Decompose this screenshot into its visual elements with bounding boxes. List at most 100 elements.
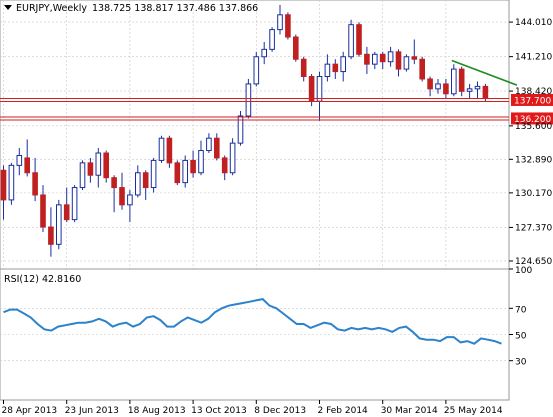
- candle-bear: [419, 58, 425, 80]
- candle-bull: [158, 137, 165, 161]
- candle-bull: [16, 154, 23, 166]
- candle-bear: [332, 63, 339, 73]
- candle-bull: [403, 56, 410, 70]
- price-y-axis: 124.650 127.370 130.170 132.890 135.600 138.4…: [509, 18, 552, 267]
- candle-bear: [458, 68, 465, 92]
- rsi-series-line: [3, 298, 502, 345]
- time-tick-label: 13 Oct 2013: [191, 406, 247, 416]
- candle-bull: [245, 83, 252, 117]
- candle-bear: [174, 162, 181, 184]
- candle-bull: [127, 194, 133, 206]
- candle-bull: [348, 24, 354, 58]
- price-candles: [0, 4, 489, 257]
- time-tick-label: 28 Apr 2013: [2, 406, 58, 416]
- candle-bull: [269, 29, 275, 50]
- candle-bull: [150, 159, 157, 189]
- rsi-tick-label: 70: [515, 305, 527, 315]
- candle-bull: [95, 152, 102, 176]
- candle-bear: [48, 226, 54, 245]
- candle-bear: [111, 177, 117, 189]
- candle-bull: [56, 204, 62, 245]
- ohlc-values: 138.725 138.817 137.486 137.866: [92, 3, 258, 14]
- level-price-label: 137.700: [514, 96, 551, 106]
- candle-bull: [387, 51, 394, 63]
- price-tick-label: 124.650: [515, 257, 552, 267]
- level-price-box: [511, 93, 553, 106]
- candle-bear: [379, 53, 386, 63]
- candle-bear: [308, 76, 315, 102]
- candle-bear: [427, 78, 433, 90]
- candle-bear: [166, 137, 173, 164]
- rsi-line-group: [3, 298, 502, 345]
- rsi-grid: [0, 307, 509, 362]
- candle-bull: [237, 115, 244, 144]
- resistance-trendline: [451, 59, 518, 86]
- time-axis: 28 Apr 2013 23 Jun 2013 18 Aug 2013 13 Oct …: [2, 400, 503, 416]
- rsi-tick-label: 30: [515, 358, 527, 368]
- candle-bull: [206, 137, 212, 152]
- candle-bear: [190, 159, 196, 174]
- rsi-y-axis: 30 50 70 100: [509, 266, 532, 368]
- symbol-title: EURJPY,Weekly: [16, 3, 87, 14]
- candle-bull: [324, 63, 331, 78]
- level-price-box: [511, 112, 553, 125]
- price-tick-label: 141.210: [515, 53, 552, 63]
- candle-bull: [474, 85, 481, 90]
- candle-bull: [135, 172, 141, 196]
- candle-bear: [293, 36, 299, 60]
- price-tick-label: 144.010: [515, 18, 552, 28]
- candle-bear: [103, 152, 110, 179]
- candle-bear: [142, 172, 149, 189]
- time-tick-label: 18 Aug 2013: [128, 406, 186, 416]
- candle-bull: [435, 83, 441, 90]
- candle-bear: [119, 187, 125, 206]
- price-tick-label: 127.370: [515, 223, 552, 233]
- time-tick-label: 8 Dec 2013: [254, 406, 306, 416]
- candle-bear: [32, 172, 38, 196]
- candle-bull: [8, 164, 15, 201]
- candle-bear: [63, 204, 70, 221]
- candle-bull: [253, 56, 260, 85]
- price-tick-label: 130.170: [515, 189, 552, 199]
- time-tick-label: 25 May 2014: [444, 406, 503, 416]
- price-tick-label: 132.890: [515, 155, 552, 165]
- price-horizontal-lines: 137.700 136.200: [0, 59, 553, 125]
- candle-bull: [316, 76, 323, 102]
- candle-bull: [229, 142, 236, 174]
- price-panel-frame: [0, 0, 510, 270]
- candle-bull: [198, 150, 204, 174]
- candle-bear: [24, 157, 30, 174]
- candle-bear: [356, 24, 362, 55]
- rsi-label: RSI(12) 42.8160: [4, 274, 81, 285]
- candle-bull: [372, 53, 378, 65]
- price-tick-label: 135.600: [515, 122, 552, 132]
- candle-bull: [79, 162, 86, 189]
- candle-bear: [482, 85, 489, 99]
- candle-bull: [182, 159, 188, 184]
- candle-bear: [0, 169, 7, 201]
- candle-bull: [261, 48, 267, 58]
- candle-bear: [395, 51, 402, 70]
- candle-bull: [277, 14, 283, 31]
- candle-bull: [451, 68, 457, 95]
- candle-bear: [87, 162, 94, 176]
- candle-bull: [340, 56, 346, 73]
- candle-bear: [364, 53, 370, 65]
- rsi-tick-label: 50: [515, 332, 527, 342]
- rsi-tick-label: 100: [515, 266, 532, 276]
- menu-triangle-icon[interactable]: [4, 5, 12, 10]
- price-tick-label: 138.420: [515, 87, 552, 97]
- level-price-label: 136.200: [514, 115, 551, 125]
- candle-bear: [443, 83, 449, 95]
- candle-bull: [466, 88, 473, 92]
- candle-bull: [71, 187, 78, 221]
- candle-bear: [300, 58, 307, 78]
- time-tick-label: 2 Feb 2014: [318, 406, 369, 416]
- candle-bear: [214, 137, 220, 159]
- time-tick-label: 30 Mar 2014: [381, 406, 438, 416]
- candle-bear: [221, 157, 228, 174]
- candle-bear: [40, 194, 46, 228]
- candle-bear: [411, 56, 418, 60]
- candle-bear: [285, 14, 291, 38]
